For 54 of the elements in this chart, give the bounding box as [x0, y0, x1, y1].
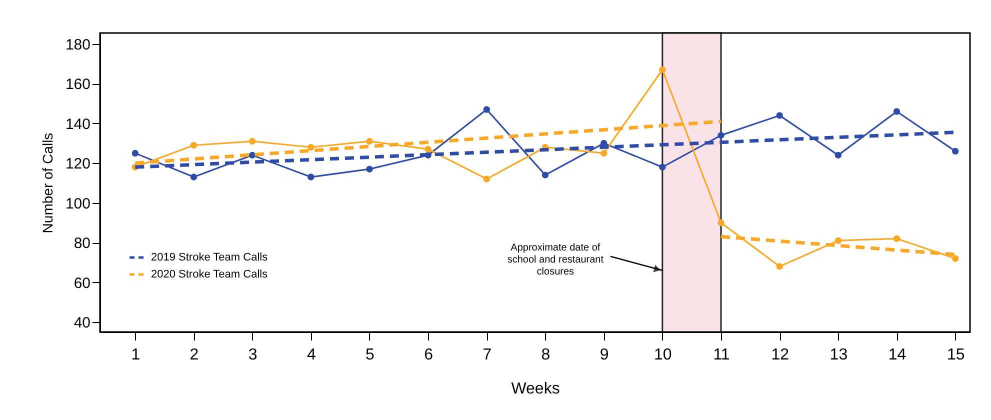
- y-tick-label: 60: [74, 274, 90, 292]
- y-tick-label: 180: [65, 36, 90, 54]
- point: [659, 164, 666, 170]
- x-tick-label: 4: [306, 346, 316, 364]
- x-tick-label: 1: [131, 346, 140, 364]
- y-tick-label: 100: [65, 195, 90, 212]
- point: [366, 166, 373, 172]
- point: [952, 148, 959, 155]
- y-tick-label: 140: [65, 116, 90, 133]
- x-tick-label: 15: [946, 346, 965, 364]
- point: [659, 66, 666, 74]
- x-tick-label: 3: [248, 346, 258, 364]
- point: [893, 235, 900, 242]
- point: [190, 174, 198, 180]
- point: [834, 237, 842, 244]
- legend-label: 2020 Stroke Team Calls: [151, 268, 268, 280]
- point: [248, 152, 256, 159]
- point: [952, 255, 959, 262]
- point: [718, 219, 724, 226]
- x-tick-label: 9: [600, 346, 609, 364]
- x-tick-label: 7: [482, 346, 492, 364]
- x-tick-label: 5: [366, 346, 375, 364]
- annotation: Approximate date of school and restaurant closures: [507, 242, 604, 278]
- point: [308, 174, 314, 180]
- point: [132, 150, 139, 157]
- x-tick-label: 11: [713, 346, 730, 364]
- point: [366, 138, 373, 145]
- point: [600, 150, 608, 157]
- legend-label: 2019 Stroke Team Calls: [151, 252, 268, 264]
- x-tick-label: 2: [190, 346, 199, 364]
- point: [483, 176, 490, 182]
- point: [893, 108, 900, 115]
- x-tick-label: 13: [830, 346, 848, 364]
- point: [248, 138, 256, 145]
- point: [424, 146, 432, 153]
- x-axis-title: Weeks: [511, 380, 560, 398]
- point: [834, 152, 842, 159]
- x-tick-label: 6: [424, 346, 434, 364]
- x-tick-label: 10: [654, 346, 672, 364]
- y-tick-label: 120: [65, 156, 90, 173]
- point: [190, 142, 198, 149]
- y-tick-label: 160: [65, 76, 90, 94]
- x-tick-label: 12: [771, 346, 790, 364]
- point: [308, 144, 314, 151]
- point: [776, 112, 783, 119]
- y-tick-label: 80: [74, 235, 90, 252]
- x-tick-label: 14: [888, 346, 906, 364]
- point: [718, 132, 724, 139]
- point: [776, 263, 783, 270]
- point: [483, 106, 490, 113]
- point: [542, 172, 549, 178]
- y-tick-label: 40: [74, 314, 90, 332]
- x-tick-label: 8: [541, 346, 550, 364]
- y-axis-title: Number of Calls: [39, 132, 56, 234]
